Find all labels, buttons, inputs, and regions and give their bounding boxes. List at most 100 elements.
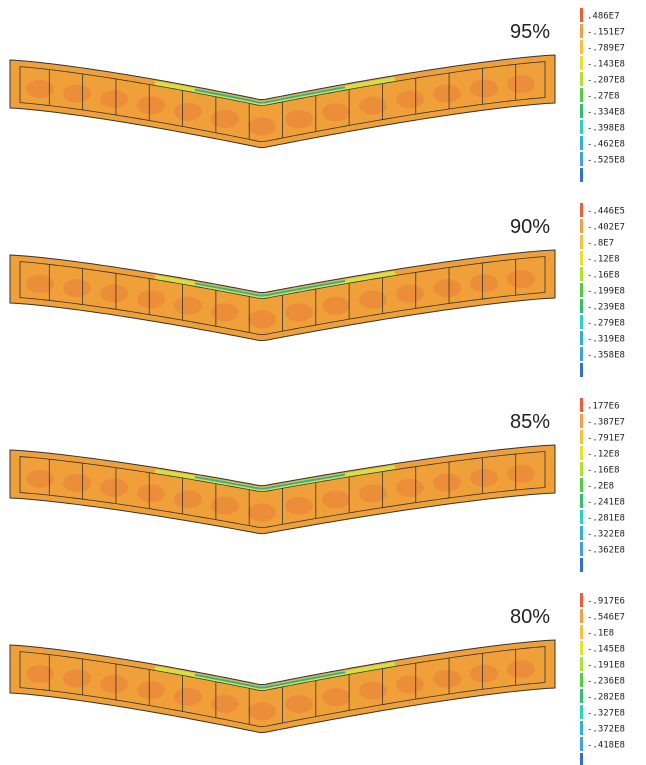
legend-swatch — [580, 152, 583, 166]
legend-label: -.791E7 — [587, 434, 625, 444]
stress-patch — [433, 474, 461, 492]
stress-patch — [26, 665, 54, 683]
legend-swatch — [580, 219, 583, 233]
stress-patch — [211, 695, 239, 713]
legend-label: -.279E8 — [587, 319, 625, 329]
stress-patch — [396, 479, 424, 497]
load-label: 90% — [510, 216, 550, 238]
legend-swatch — [580, 299, 583, 313]
legend-swatch — [580, 56, 583, 70]
stress-patch — [63, 85, 91, 103]
legend-swatch — [580, 136, 583, 150]
legend-swatch — [580, 267, 583, 281]
legend-label: -.372E8 — [587, 725, 625, 735]
legend-swatch — [580, 494, 583, 508]
legend-label: -.145E8 — [587, 645, 625, 655]
figure: 95%.486E7-.151E7-.789E7-.143E8-.207E8-.2… — [0, 0, 646, 765]
legend-label: -.241E8 — [587, 498, 625, 508]
legend-swatch — [580, 542, 583, 556]
legend-swatch — [580, 72, 583, 86]
legend-label: -.16E8 — [587, 466, 620, 476]
legend-label: -.917E6 — [587, 597, 625, 607]
legend-label: -.358E8 — [587, 351, 625, 361]
legend-swatch — [580, 510, 583, 524]
legend-swatch — [580, 331, 583, 345]
legend-label: -.27E8 — [587, 92, 620, 102]
legend-label: -.1E8 — [587, 629, 614, 639]
stress-patch — [322, 103, 350, 121]
legend-label: -.12E8 — [587, 450, 620, 460]
legend-label: -.446E5 — [587, 207, 625, 217]
stress-patch — [470, 274, 498, 292]
stress-patch — [137, 484, 165, 502]
legend-label: -.207E8 — [587, 76, 625, 86]
legend-label: -.398E8 — [587, 124, 625, 134]
legend-label: -.16E8 — [587, 271, 620, 281]
stress-patch — [322, 490, 350, 508]
legend-swatch — [580, 641, 583, 655]
legend-swatch — [580, 168, 583, 182]
panel: 90%-.446E5-.402E7-.8E7-.12E8-.16E8-.199E… — [10, 203, 625, 377]
stress-patch — [137, 681, 165, 699]
stress-patch — [211, 497, 239, 515]
stress-patch — [100, 479, 128, 497]
stress-patch — [26, 275, 54, 293]
legend-label: -.546E7 — [587, 613, 625, 623]
legend-label: -.327E8 — [587, 709, 625, 719]
stress-patch — [174, 297, 202, 315]
stress-patch — [470, 469, 498, 487]
legend-swatch — [580, 88, 583, 102]
legend-swatch — [580, 478, 583, 492]
panel: 80% -.917E6 -.546E7 -.1E8 -.145E8 -.191E8 -.23… — [10, 593, 625, 765]
panel: 85%.177E6-.387E7-.791E7-.12E8-.16E8-.2E8… — [10, 398, 625, 572]
legend-label: -.387E7 — [587, 418, 625, 428]
legend-swatch — [580, 689, 583, 703]
legend-swatch — [580, 363, 583, 377]
stress-patch — [174, 490, 202, 508]
legend-label: -.319E8 — [587, 335, 625, 345]
legend-swatch — [580, 737, 583, 751]
stress-patch — [248, 503, 276, 521]
stress-patch — [248, 702, 276, 720]
legend-swatch — [580, 673, 583, 687]
legend-swatch — [580, 283, 583, 297]
legend-swatch — [580, 40, 583, 54]
legend-swatch — [580, 753, 583, 765]
legend-swatch — [580, 430, 583, 444]
legend-label: -.236E8 — [587, 677, 625, 687]
legend-label: -.199E8 — [587, 287, 625, 297]
legend-swatch — [580, 104, 583, 118]
legend-swatch — [580, 24, 583, 38]
panel: 95%.486E7-.151E7-.789E7-.143E8-.207E8-.2… — [10, 8, 625, 182]
stress-patch — [285, 110, 313, 128]
stress-patch — [470, 80, 498, 98]
legend-swatch — [580, 251, 583, 265]
legend-label: -.151E7 — [587, 28, 625, 38]
load-label: 80% — [510, 606, 550, 628]
legend-swatch — [580, 235, 583, 249]
stress-patch — [285, 695, 313, 713]
legend-swatch — [580, 593, 583, 607]
legend-label: -.418E8 — [587, 741, 625, 751]
legend-swatch — [580, 705, 583, 719]
load-label: 95% — [510, 21, 550, 43]
stress-patch — [211, 110, 239, 128]
legend-label: -.362E8 — [587, 546, 625, 556]
legend-label: -.8E7 — [587, 239, 614, 249]
stress-patch — [322, 688, 350, 706]
stress-patch — [63, 670, 91, 688]
legend-swatch — [580, 558, 583, 572]
legend-swatch — [580, 609, 583, 623]
legend-label: -.789E7 — [587, 44, 625, 54]
legend-label: -.281E8 — [587, 514, 625, 524]
stress-patch — [100, 90, 128, 108]
legend-swatch — [580, 625, 583, 639]
legend-swatch — [580, 347, 583, 361]
stress-patch — [63, 474, 91, 492]
legend-swatch — [580, 526, 583, 540]
stress-patch — [507, 465, 535, 483]
legend-label: -.191E8 — [587, 661, 625, 671]
legend-swatch — [580, 315, 583, 329]
stress-patch — [396, 90, 424, 108]
stress-patch — [211, 303, 239, 321]
